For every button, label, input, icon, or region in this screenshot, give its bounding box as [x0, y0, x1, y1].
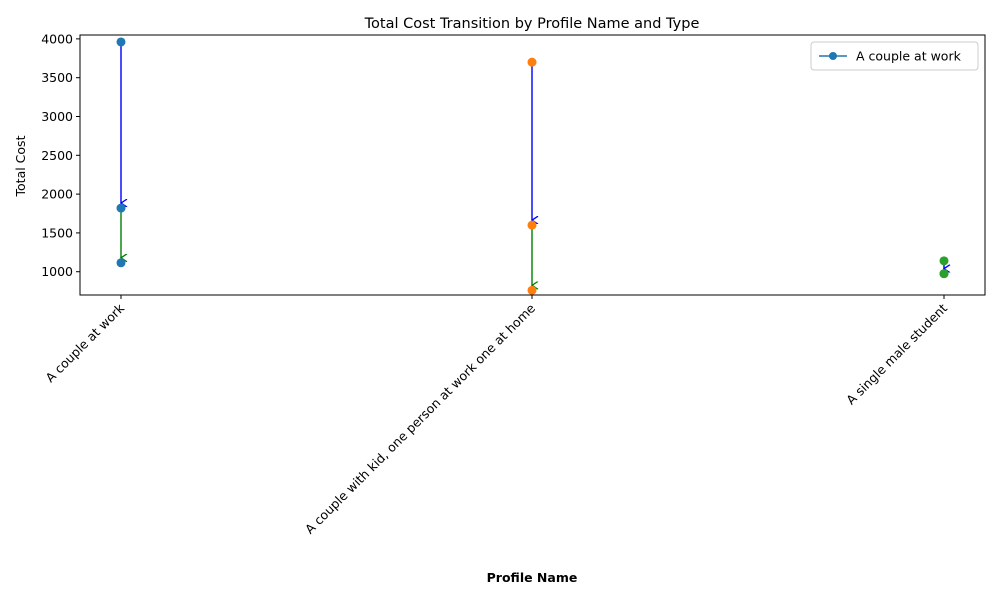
legend-box	[810, 41, 979, 71]
data-point	[116, 37, 126, 47]
legend-marker	[829, 52, 837, 60]
y-tick-label: 2000	[41, 187, 73, 202]
chart-title: Total Cost Transition by Profile Name an…	[364, 16, 700, 32]
y-tick-label: 1500	[41, 225, 73, 240]
plot-frame	[79, 34, 986, 296]
legend-label: A couple at work	[856, 49, 962, 64]
data-point	[939, 269, 949, 279]
y-tick-label: 3500	[41, 70, 73, 85]
data-point	[939, 256, 949, 266]
x-axis-label: Profile Name	[487, 570, 578, 585]
data-point	[116, 203, 126, 213]
legend: A couple at work	[810, 41, 979, 71]
plot-area: 1000 1500 2000 2500 3000 3500 4000 A couple at …	[41, 31, 950, 537]
x-tick-label: A couple with kid, one person at work on…	[302, 300, 538, 536]
data-point	[527, 57, 537, 67]
data-point	[116, 258, 126, 268]
y-tick-label: 2500	[41, 148, 73, 163]
y-axis-label: Total Cost	[13, 135, 28, 197]
y-tick-label: 4000	[41, 31, 73, 46]
y-tick-label: 3000	[41, 109, 73, 124]
x-tick-label: A couple at work	[42, 300, 127, 385]
data-point	[527, 220, 537, 230]
x-tick-label: A single male student	[843, 300, 950, 407]
y-tick-label: 1000	[41, 264, 73, 279]
data-point	[527, 285, 537, 295]
